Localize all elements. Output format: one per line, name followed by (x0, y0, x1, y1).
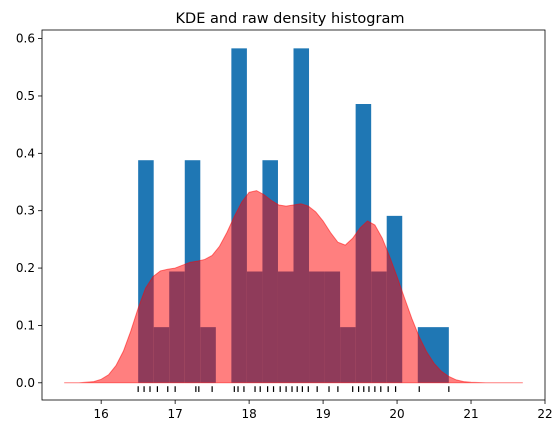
y-tick-label: 0.3 (16, 204, 35, 218)
x-tick-label: 17 (168, 407, 183, 421)
x-tick-label: 16 (94, 407, 109, 421)
y-tick-label: 0.4 (16, 146, 35, 160)
y-axis-ticks: 0.0 0.1 0.2 0.3 0.4 0.5 0.6 (16, 32, 42, 390)
x-tick-label: 22 (537, 407, 552, 421)
axes-frame (41, 29, 546, 401)
y-tick-label: 0.5 (16, 89, 35, 103)
y-tick-label: 0.0 (16, 376, 35, 390)
y-tick-label: 0.6 (16, 32, 35, 46)
kde-area (64, 190, 523, 384)
x-tick-label: 20 (389, 407, 404, 421)
y-tick-label: 0.2 (16, 261, 35, 275)
x-tick-label: 18 (241, 407, 256, 421)
x-tick-label: 19 (315, 407, 330, 421)
chart-title: KDE and raw density histogram (176, 11, 405, 27)
rug-marks (137, 386, 450, 392)
y-tick-label: 0.1 (16, 318, 35, 332)
x-axis-ticks: 16 17 18 19 20 21 22 (94, 400, 553, 421)
x-tick-label: 21 (463, 407, 478, 421)
